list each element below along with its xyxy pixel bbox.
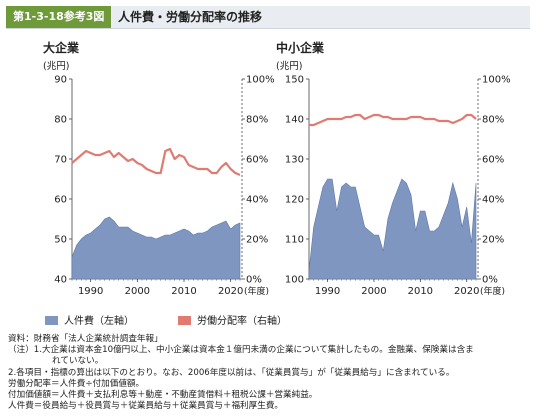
right-tick-label: 0% (482, 275, 498, 286)
right-tick-label: 80% (246, 115, 268, 126)
note-formula-2: 付加価値額＝人件費＋支払利息等＋動産・不動産賃借料＋租税公課＋営業純益。 (8, 390, 318, 401)
left-axis-unit: (兆円) (276, 61, 302, 72)
right-tick-label: 100% (246, 75, 275, 86)
note-1b: れていない。 (52, 356, 104, 367)
line-series-labor-share (71, 147, 241, 177)
left-tick-label: 100 (285, 275, 304, 286)
left-axis-unit: (兆円) (43, 61, 69, 72)
figure-title: 人件費・労働分配率の推移 (118, 10, 263, 24)
area-series-labor-cost (308, 178, 477, 280)
left-tick-label: 130 (285, 155, 304, 166)
left-tick-label: 50 (54, 235, 67, 246)
note-formula-3: 人件費＝役員給与＋役員賞与＋従業員給与＋従業員賞与＋福利厚生費。 (8, 401, 284, 412)
right-tick-label: 20% (246, 235, 268, 246)
note-formula-1: 労働分配率＝人件費÷付加価値額。 (8, 378, 145, 389)
left-tick-label: 150 (285, 75, 304, 86)
x-axis-unit: (年度) (480, 285, 505, 297)
area-series-labor-cost (71, 216, 241, 280)
x-tick-label: 2020 (218, 286, 243, 297)
legend-label-labor-cost: 人件費（左軸） (64, 316, 134, 327)
x-tick-label: 2020 (454, 286, 479, 297)
legend-swatch-line (178, 316, 191, 325)
panel-title: 大企業 (43, 40, 80, 55)
right-tick-label: 40% (482, 195, 504, 206)
right-tick-label: 0% (246, 275, 262, 286)
left-tick-label: 40 (54, 275, 67, 286)
x-tick-label: 2010 (171, 286, 196, 297)
x-tick-label: 2000 (361, 286, 386, 297)
right-tick-label: 60% (482, 155, 504, 166)
left-tick-label: 80 (54, 115, 67, 126)
left-tick-label: 120 (285, 195, 304, 206)
title-bar: 第1-3-18参考3図 人件費・労働分配率の推移 (6, 6, 530, 29)
legend-labor-cost: 人件費（左軸） (45, 312, 134, 327)
x-tick-label: 1990 (315, 286, 340, 297)
note-2: 2.各項目・指標の算出は以下のとおり。なお、2006年度以前は、「従業員賞与」が… (8, 367, 455, 378)
right-tick-label: 20% (482, 235, 504, 246)
x-tick-label: 1990 (78, 286, 103, 297)
right-tick-label: 80% (482, 115, 504, 126)
right-tick-label: 40% (246, 195, 268, 206)
right-tick-label: 60% (246, 155, 268, 166)
left-tick-label: 70 (54, 155, 67, 166)
note-source: 資料：財務省「法人企業統計調査年報」 (8, 334, 163, 344)
line-series-labor-share (309, 113, 477, 127)
right-tick-label: 100% (482, 75, 511, 86)
note-1a: （注）1.大企業は資本金10億円以上、中小企業は資本金１億円未満の企業について集… (8, 345, 474, 356)
left-tick-label: 140 (285, 115, 304, 126)
legend-swatch-area (45, 316, 58, 325)
legend-labor-share: 労働分配率（右軸） (178, 312, 287, 327)
x-tick-label: 2000 (125, 286, 150, 297)
figure-number-tag: 第1-3-18参考3図 (6, 6, 112, 28)
x-tick-label: 2010 (408, 286, 433, 297)
left-tick-label: 90 (54, 75, 67, 86)
notes: 資料：財務省「法人企業統計調査年報」 （注）1.大企業は資本金10億円以上、中小… (8, 334, 532, 412)
legend-label-labor-share: 労働分配率（右軸） (197, 316, 287, 327)
panel-title: 中小企業 (276, 40, 325, 55)
left-tick-label: 110 (285, 235, 304, 246)
x-axis-unit: (年度) (244, 285, 269, 297)
left-tick-label: 60 (54, 195, 67, 206)
